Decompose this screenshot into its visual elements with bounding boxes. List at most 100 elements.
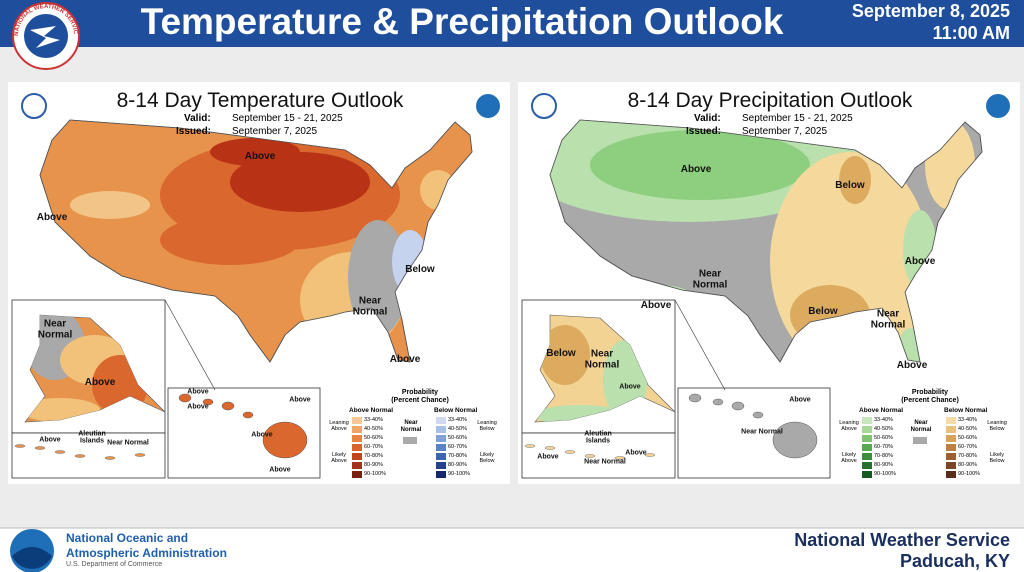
above-swatch xyxy=(352,426,362,433)
below-swatch xyxy=(946,444,956,451)
legend-below: Below Normal xyxy=(434,407,478,414)
aleutian-island xyxy=(14,444,26,448)
inset-connector xyxy=(674,299,726,391)
range-label: 80-90% xyxy=(958,462,977,468)
above-swatch xyxy=(352,471,362,478)
hawaii-island xyxy=(772,421,818,459)
range-label: 50-60% xyxy=(874,435,893,441)
footer-band xyxy=(0,528,1024,572)
valid-dates: September 15 - 21, 2025 xyxy=(232,113,343,124)
above-swatch xyxy=(352,444,362,451)
hawaii-island xyxy=(178,393,192,403)
range-label: 50-60% xyxy=(448,435,467,441)
region-label: Above xyxy=(904,255,936,267)
aleutian-island xyxy=(584,454,596,458)
below-swatch xyxy=(946,426,956,433)
legend-leaning-below: Leaning Below xyxy=(987,420,1007,433)
region-label: Near Normal xyxy=(741,428,783,436)
time: 11:00 AM xyxy=(932,23,1010,43)
outlook-region xyxy=(590,130,810,200)
department: U.S. Department of Commerce xyxy=(66,561,163,568)
region-label: Below xyxy=(808,305,838,317)
aleutian-island xyxy=(134,453,146,457)
below-swatch xyxy=(436,435,446,442)
legend-above: Above Normal xyxy=(349,407,394,414)
region-label: Below xyxy=(835,179,865,191)
range-label: 40-50% xyxy=(874,426,893,432)
above-swatch xyxy=(862,453,872,460)
hawaii-island xyxy=(731,401,745,411)
range-label: 80-90% xyxy=(448,462,467,468)
range-label: 50-60% xyxy=(364,435,383,441)
legend-near: Near Normal xyxy=(400,420,422,433)
legend-above: Above Normal xyxy=(859,407,904,414)
region-label: Above xyxy=(187,403,209,411)
nws-logo: NATIONAL WEATHER SERVICE xyxy=(0,0,80,70)
below-swatch xyxy=(436,471,446,478)
header-band xyxy=(0,0,1024,47)
range-label: 33-40% xyxy=(364,417,383,423)
range-label: 60-70% xyxy=(448,444,467,450)
agency: National Oceanic and Atmospheric Adminis… xyxy=(66,531,227,560)
region-label: Below xyxy=(405,263,435,275)
legend-likely-above: Likely Above xyxy=(331,452,347,465)
aleutian-island xyxy=(614,456,626,460)
map-title: 8-14 Day Precipitation Outlook xyxy=(627,89,913,112)
region-label: Above xyxy=(619,383,641,391)
region-label: Aleutian Islands xyxy=(78,430,106,445)
region-label: Near Normal xyxy=(692,268,728,290)
region-label: Above xyxy=(537,453,559,461)
region-label: Above xyxy=(39,436,61,444)
aleutian-island xyxy=(564,450,576,454)
above-swatch xyxy=(862,417,872,424)
range-label: 70-80% xyxy=(448,453,467,459)
region-label: Above xyxy=(244,150,276,162)
outlook-region xyxy=(70,191,150,219)
aleutian-island xyxy=(34,446,46,450)
map-title: 8-14 Day Temperature Outlook xyxy=(116,89,404,112)
aleutian-island xyxy=(74,454,86,458)
doc-logo xyxy=(531,93,557,119)
aleutian-island xyxy=(524,444,536,448)
legend-title: Probability (Percent Chance) xyxy=(391,389,449,404)
hawaii-island xyxy=(688,393,702,403)
range-label: 80-90% xyxy=(364,462,383,468)
above-swatch xyxy=(352,435,362,442)
noaa-logo xyxy=(986,94,1010,118)
date: September 8, 2025 xyxy=(851,1,1010,21)
range-label: 40-50% xyxy=(364,426,383,432)
issued-label: Issued: xyxy=(686,126,722,137)
hawaii-island xyxy=(752,411,764,419)
above-swatch xyxy=(862,444,872,451)
hawaii-island xyxy=(262,421,308,459)
above-swatch xyxy=(352,453,362,460)
region-label: Aleutian Islands xyxy=(584,430,612,445)
above-swatch xyxy=(862,426,872,433)
inset-connector xyxy=(164,299,216,391)
region-label: Near Normal xyxy=(584,458,626,466)
legend-leaning-below: Leaning Below xyxy=(477,420,497,433)
outlook-region xyxy=(210,138,300,166)
valid-dates: September 15 - 21, 2025 xyxy=(742,113,853,124)
valid-label: Valid: xyxy=(694,113,721,124)
range-label: 60-70% xyxy=(364,444,383,450)
region-label: Above xyxy=(251,431,273,439)
doc-logo xyxy=(21,93,47,119)
hawaii-island xyxy=(242,411,254,419)
range-label: 90-100% xyxy=(364,471,387,477)
office: National Weather Service xyxy=(794,530,1010,550)
region-label: Above xyxy=(269,466,291,474)
outlook-region xyxy=(230,152,370,212)
region-label: Above xyxy=(389,353,421,365)
range-label: 60-70% xyxy=(874,444,893,450)
below-swatch xyxy=(436,453,446,460)
above-swatch xyxy=(862,435,872,442)
range-label: 70-80% xyxy=(958,453,977,459)
legend-title: Probability (Percent Chance) xyxy=(901,389,959,404)
below-swatch xyxy=(946,462,956,469)
range-label: 60-70% xyxy=(958,444,977,450)
below-swatch xyxy=(436,462,446,469)
below-swatch xyxy=(946,435,956,442)
